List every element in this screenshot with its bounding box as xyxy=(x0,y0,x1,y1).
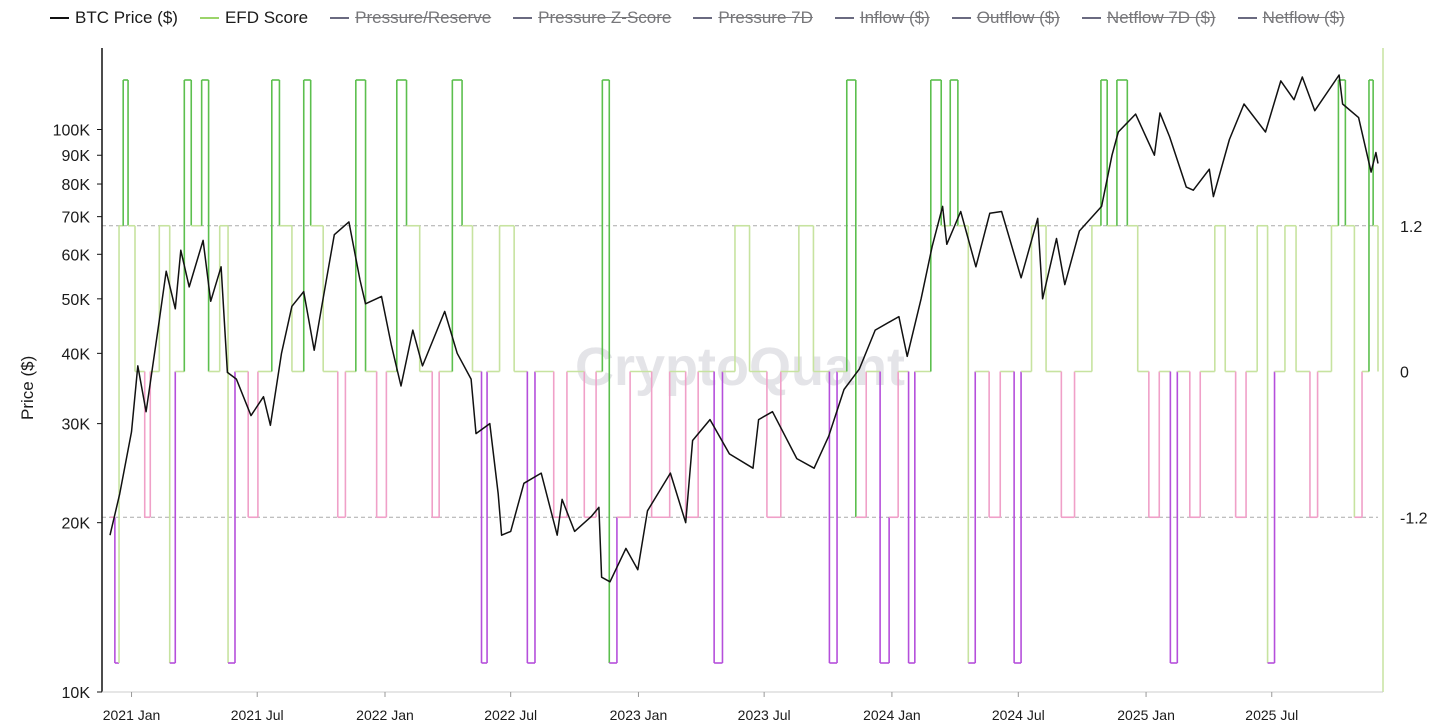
y-left-tick-label: 70K xyxy=(62,210,91,227)
legend-label: Pressure 7D xyxy=(718,8,813,27)
legend-swatch xyxy=(951,17,971,19)
x-tick-label: 2021 Jan xyxy=(103,707,161,723)
x-tick-label: 2023 Jul xyxy=(738,707,791,723)
legend-swatch xyxy=(50,17,69,19)
legend-label: BTC Price ($) xyxy=(75,8,178,27)
x-tick-label: 2022 Jan xyxy=(356,707,414,723)
x-tick-label: 2023 Jan xyxy=(610,707,668,723)
y-right-tick-label: -1.2 xyxy=(1400,510,1428,527)
y-left-tick-label: 80K xyxy=(62,177,91,194)
legend-item-inflow[interactable]: Inflow ($) xyxy=(834,8,930,28)
legend-item-pressure-7d[interactable]: Pressure 7D xyxy=(693,8,813,28)
legend-item-pressure-z-score[interactable]: Pressure Z-Score xyxy=(513,8,671,28)
legend-label: Outflow ($) xyxy=(976,8,1060,27)
y-left-tick-label: 60K xyxy=(62,247,91,264)
chart-legend: BTC Price ($) EFD Score Pressure/Reserve Pr… xyxy=(50,6,1367,30)
legend-swatch xyxy=(513,17,533,19)
legend-label: Netflow 7D ($) xyxy=(1106,8,1216,27)
x-tick-label: 2022 Jul xyxy=(484,707,537,723)
y-left-tick-label: 30K xyxy=(62,417,91,434)
legend-swatch xyxy=(1237,17,1257,19)
y-right-tick-label: 1.2 xyxy=(1400,219,1422,236)
legend-label: EFD Score xyxy=(224,8,309,27)
legend-label: Pressure Z-Score xyxy=(538,8,672,27)
legend-item-netflow[interactable]: Netflow ($) xyxy=(1237,8,1345,28)
y-left-tick-label: 40K xyxy=(62,346,91,363)
legend-item-btc-price[interactable]: BTC Price ($) xyxy=(50,8,178,28)
legend-label: Pressure/Reserve xyxy=(355,8,492,27)
x-tick-label: 2021 Jul xyxy=(231,707,284,723)
legend-label: Netflow ($) xyxy=(1262,8,1345,27)
btc-price-line xyxy=(109,74,1379,583)
legend-swatch xyxy=(1081,17,1101,19)
x-tick-label: 2024 Jan xyxy=(863,707,921,723)
legend-swatch xyxy=(330,17,350,19)
legend-item-efd-score[interactable]: EFD Score xyxy=(199,8,309,28)
legend-swatch xyxy=(199,17,219,19)
y-left-tick-label: 50K xyxy=(62,292,91,309)
x-tick-label: 2024 Jul xyxy=(992,707,1045,723)
y-left-tick-label: 90K xyxy=(62,148,91,165)
legend-swatch xyxy=(693,17,713,19)
legend-item-outflow[interactable]: Outflow ($) xyxy=(951,8,1060,28)
y-left-tick-label: 20K xyxy=(62,516,91,533)
y-left-tick-label: 100K xyxy=(53,123,91,140)
legend-label: Inflow ($) xyxy=(859,8,930,27)
y-left-tick-label: 10K xyxy=(62,685,91,702)
x-tick-label: 2025 Jul xyxy=(1245,707,1298,723)
legend-item-netflow-7d[interactable]: Netflow 7D ($) xyxy=(1081,8,1216,28)
y-right-tick-label: 0 xyxy=(1400,365,1409,382)
legend-swatch xyxy=(834,17,854,19)
legend-item-pressure-reserve[interactable]: Pressure/Reserve xyxy=(330,8,491,28)
x-tick-label: 2025 Jan xyxy=(1117,707,1175,723)
